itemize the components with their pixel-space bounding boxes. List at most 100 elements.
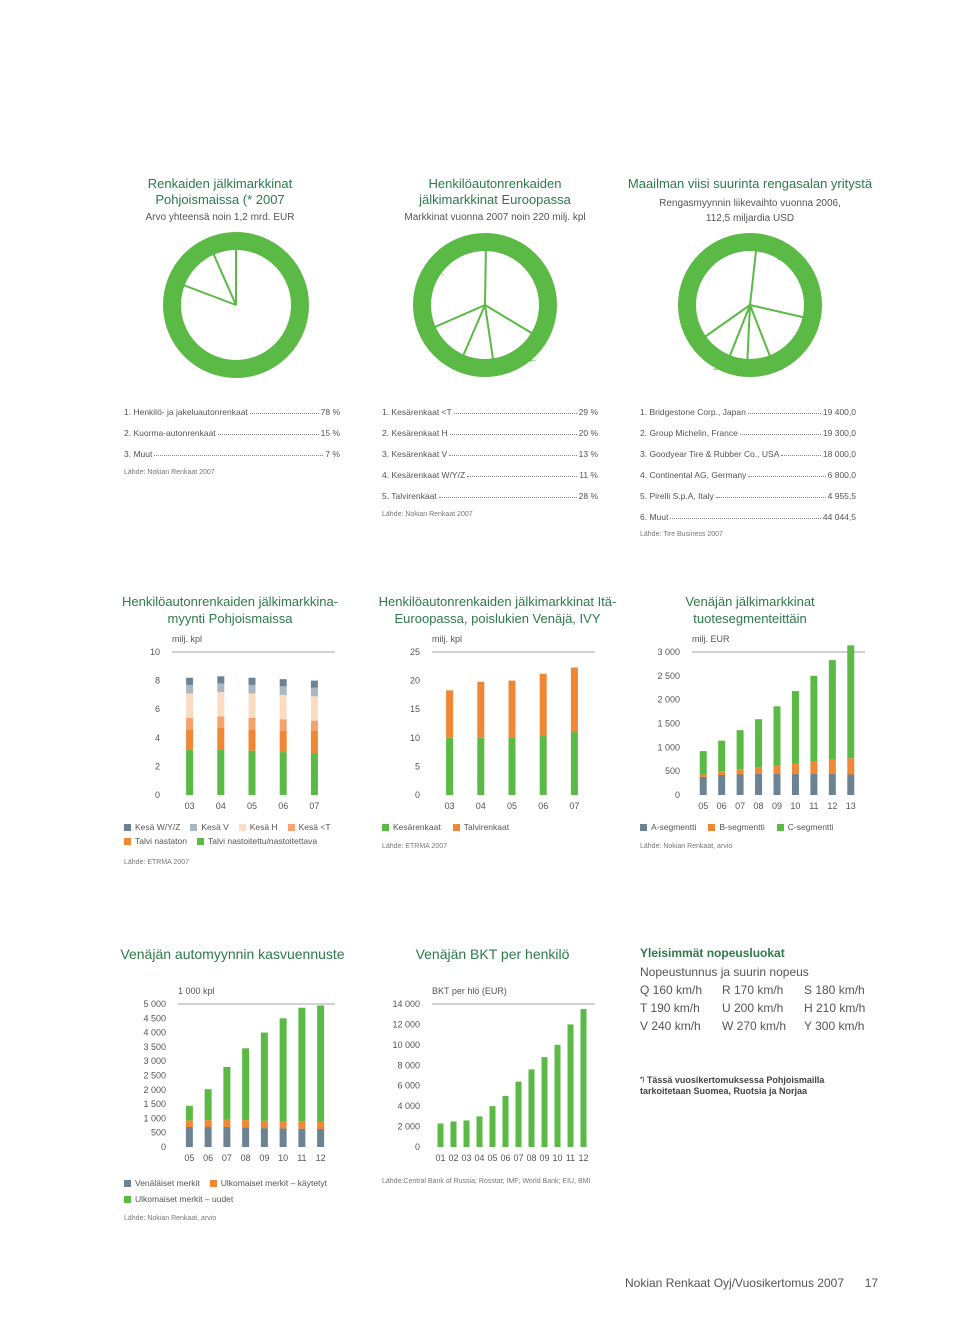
pie1-label-1: 1. (282, 269, 290, 280)
bar-segment (310, 680, 318, 688)
x-tick-label: 06 (278, 801, 288, 811)
legend-item: C-segmentti (776, 822, 834, 832)
bar-segment (223, 1126, 231, 1147)
pie2-subtitle: Markkinat vuonna 2007 noin 220 milj. kpl (404, 212, 586, 223)
x-tick-label: 05 (247, 801, 257, 811)
legend-row: 1. Henkilö- ja jakeluautonrenkaat 78 % (124, 407, 340, 417)
y-tick-label: 0 (161, 1142, 166, 1152)
bar-segment (242, 1048, 250, 1121)
x-tick-label: 07 (569, 801, 579, 811)
y-tick-label: 14 000 (392, 999, 420, 1009)
pie2-label-1: 1. (537, 269, 545, 280)
chart3-legend: A-segmentti B-segmentti C-segmentti (640, 822, 834, 832)
legend-row: 4. Continental AG, Germany 6 800,0 (640, 470, 856, 480)
legend-item: Kesä <T (287, 822, 331, 832)
pie2-label-5: 5. (436, 267, 444, 278)
y-tick-label: 20 (410, 676, 420, 686)
speed-row: V 240 km/h W 270 km/h Y 300 km/h (640, 1019, 865, 1033)
x-tick-label: 12 (578, 1153, 588, 1163)
bar-segment (248, 729, 256, 751)
pie1-subtitle: Arvo yhteensä noin 1,2 mrd. EUR (145, 212, 295, 223)
bar-segment (539, 736, 547, 795)
x-tick-label: 09 (259, 1153, 269, 1163)
unit-label: 1 000 kpl (178, 986, 215, 996)
pie3-title: Maailman viisi suurinta rengasalan yrity… (627, 176, 873, 191)
speed-row: Q 160 km/h R 170 km/h S 180 km/h (640, 983, 865, 997)
legend-item: Ulkomaiset merkit – käytetyt (209, 1178, 327, 1188)
x-tick-label: 02 (448, 1153, 458, 1163)
y-tick-label: 1 000 (657, 742, 680, 752)
bar-segment (570, 667, 578, 733)
chart-3: milj. EUR 0 500 1 000 1 500 2 000 2 500 3 000 05… (657, 634, 865, 811)
bar-segment (186, 729, 194, 750)
pie3-legend: 1. Bridgestone Corp., Japan 19 400,0 2. G… (640, 405, 856, 545)
speed-table: Q 160 km/h R 170 km/h S 180 km/h T 190 km/… (640, 981, 880, 1035)
bar-segment (580, 1009, 587, 1147)
bar-segment (279, 730, 287, 753)
legend-row: 6. Muut 44 044,5 (640, 512, 856, 522)
donut-charts: 1. 2. 3. 1. 2. 3. 4. 5. 1. 2. 3. 4. 5. 6… (163, 232, 822, 378)
pie3-label-5: 5. (713, 362, 721, 373)
bar-segment (310, 687, 318, 697)
unit-label: milj. EUR (692, 634, 730, 644)
bar-segment (508, 737, 516, 795)
bar-segment (463, 1120, 470, 1147)
x-tick-label: 05 (487, 1153, 497, 1163)
bar-segment (736, 730, 744, 770)
bar-segment (791, 691, 799, 764)
pie1-legend: 1. Henkilö- ja jakeluautonrenkaat 78 % 2.… (124, 405, 340, 485)
y-tick-label: 15 (410, 704, 420, 714)
bar-segment (828, 774, 836, 795)
y-tick-label: 6 000 (397, 1081, 420, 1091)
bar-segment (847, 774, 855, 795)
footnote: *) Tässä vuosikertomuksessa Pohjoismaill… (640, 1075, 850, 1097)
x-tick-label: 05 (184, 1153, 194, 1163)
speed-title: Yleisimmät nopeusluokat (640, 946, 785, 960)
bar-segment (310, 696, 318, 721)
chart5-source: Lähde:Central Bank of Russia; Rosstat; I… (382, 1178, 591, 1185)
y-tick-label: 500 (665, 766, 680, 776)
legend-item: Venäläiset merkit (124, 1178, 200, 1188)
x-tick-label: 07 (513, 1153, 523, 1163)
x-tick-label: 10 (790, 801, 800, 811)
bar-segment (248, 750, 256, 795)
y-tick-label: 0 (415, 790, 420, 800)
pie2-label-3: 3. (466, 367, 474, 378)
bar-segment (791, 763, 799, 775)
y-tick-label: 2 (155, 761, 160, 771)
legend-item: Kesä V (190, 822, 229, 832)
pie2-source: Lähde: Nokian Renkaat 2007 (382, 511, 473, 518)
y-tick-label: 2 500 (143, 1071, 166, 1081)
bar-segment (186, 717, 194, 730)
y-tick-label: 8 (155, 676, 160, 686)
y-tick-label: 3 000 (143, 1056, 166, 1066)
y-tick-label: 500 (151, 1128, 166, 1138)
bar-segment (260, 1120, 268, 1129)
chart5-title: Venäjän BKT per henkilö (415, 946, 570, 962)
x-tick-label: 12 (827, 801, 837, 811)
bar-segment (477, 737, 485, 795)
x-tick-label: 13 (846, 801, 856, 811)
x-tick-label: 04 (474, 1153, 484, 1163)
bar-segment (186, 677, 194, 685)
bar-segment (773, 774, 781, 795)
pie1-title: Renkaiden jälkimarkkinat Pohjoismaissa (… (147, 176, 293, 207)
x-tick-label: 09 (772, 801, 782, 811)
x-tick-label: 06 (500, 1153, 510, 1163)
bar-segment (204, 1120, 212, 1127)
bar-segment (554, 1044, 561, 1147)
x-tick-label: 03 (445, 801, 455, 811)
pie3-label-3: 3. (775, 362, 783, 373)
x-tick-label: 07 (735, 801, 745, 811)
bar-segment (718, 771, 726, 775)
x-tick-label: 06 (203, 1153, 213, 1163)
chart1-legend: Kesä W/Y/Z Kesä V Kesä H Kesä <T Talvi n… (124, 822, 354, 846)
x-tick-label: 08 (754, 801, 764, 811)
bar-segment (223, 1066, 231, 1120)
footnote-text: Tässä vuosikertomuksessa Pohjoismailla t… (640, 1075, 825, 1096)
bar-segment (718, 740, 726, 772)
bar-segment (204, 1089, 212, 1121)
bar-segment (279, 752, 287, 795)
bar-segment (223, 1119, 231, 1127)
bar-segment (541, 1057, 548, 1147)
